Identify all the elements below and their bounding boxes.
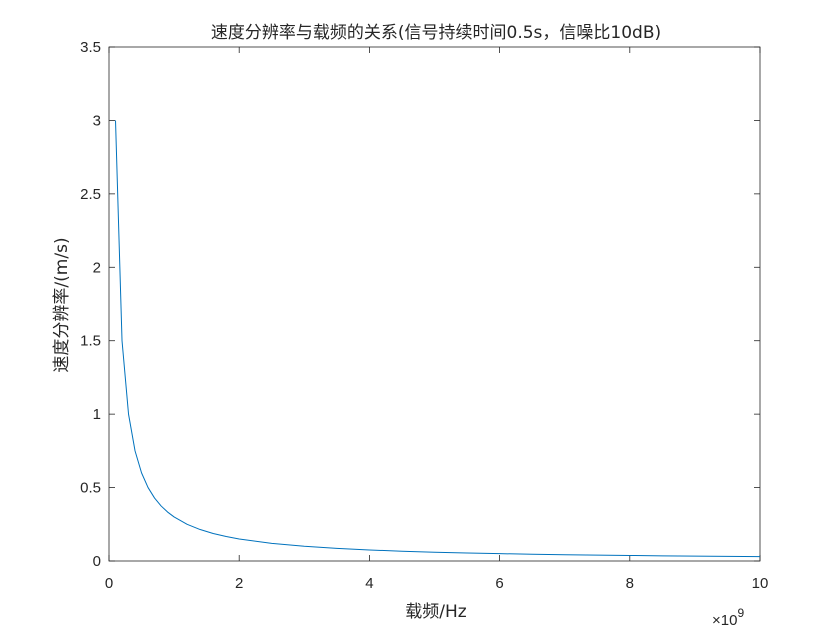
x-axis-exponent-power: 9 [737,606,744,620]
x-axis-label: 载频/Hz [405,602,467,622]
chart-title: 速度分辨率与载频的关系(信号持续时间0.5s，信噪比10dB) [211,23,661,43]
y-tick-label: 0.5 [80,480,101,497]
x-axis-exponent: ×109 [712,606,744,629]
x-tick-label: 10 [752,575,769,592]
y-tick-label: 1.5 [80,333,101,350]
x-tick-label: 8 [626,575,634,592]
plot-area-box [108,46,761,562]
y-tick-label: 3 [93,112,101,129]
y-tick-label: 0 [93,553,101,570]
y-axis-label: 速度分辨率/(m/s) [52,237,72,372]
x-tick-label: 6 [495,575,503,592]
x-axis-exponent-base: ×10 [712,612,737,629]
x-tick-label: 4 [365,575,373,592]
series-line [115,120,761,558]
y-tick-label: 1 [93,406,101,423]
y-tick-label: 2.5 [80,186,101,203]
y-tick-label: 3.5 [80,39,101,56]
x-tick-label: 0 [105,575,113,592]
y-tick-label: 2 [93,259,101,276]
x-tick-label: 2 [235,575,243,592]
